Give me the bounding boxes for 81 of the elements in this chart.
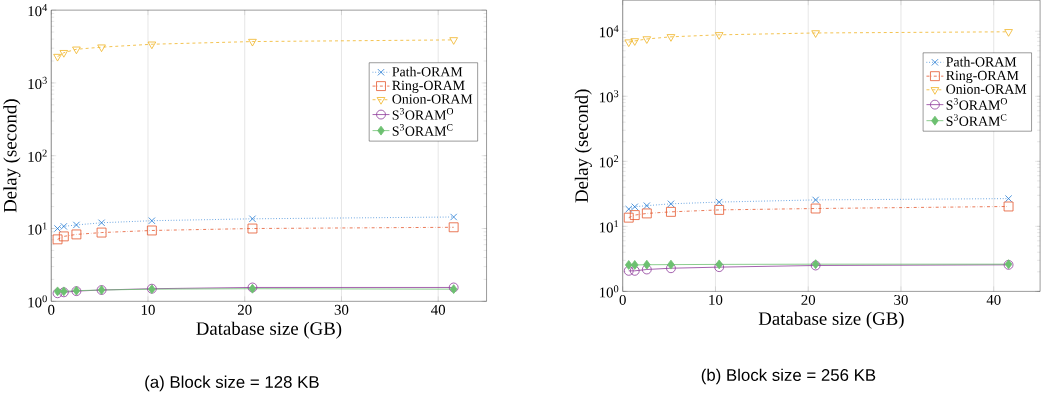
x-tick-label: 0 xyxy=(619,295,626,306)
point xyxy=(59,50,69,58)
point xyxy=(623,266,634,276)
point xyxy=(147,41,157,50)
point xyxy=(624,39,634,48)
point xyxy=(811,30,820,39)
point xyxy=(667,259,675,270)
x-axis-title: Database size (GB) xyxy=(758,311,904,329)
point xyxy=(450,213,458,221)
point xyxy=(715,198,723,206)
legend-label: Path-ORAM xyxy=(946,56,1017,67)
point xyxy=(1005,195,1013,203)
point xyxy=(666,207,676,217)
point xyxy=(71,229,82,240)
point xyxy=(58,231,69,242)
point xyxy=(631,260,639,270)
legend-label: Ring-ORAM xyxy=(946,71,1019,84)
legend-label: Path-ORAM xyxy=(392,66,463,77)
y-tick-label: 10$^{2}$ xyxy=(28,149,47,162)
legend-label: S$^{3}$ORAM$^{O}$ xyxy=(392,108,454,120)
x-tick-label: 30 xyxy=(894,295,908,306)
y-tick-label: 10$^{1}$ xyxy=(599,220,619,233)
point xyxy=(641,264,652,275)
y-tick-label: 10$^{3}$ xyxy=(28,77,47,90)
point xyxy=(146,225,157,236)
text: (a) Block size = 128 KB xyxy=(145,375,319,392)
x-tick-label: 20 xyxy=(801,295,816,306)
point xyxy=(630,38,640,46)
point xyxy=(97,44,106,53)
point xyxy=(643,202,651,210)
legend-label: S$^{3}$ORAM$^{O}$ xyxy=(946,98,1008,110)
x-tick-label: 40 xyxy=(431,304,446,316)
point xyxy=(248,215,257,223)
y-axis-title: Delay (second) xyxy=(574,89,592,203)
point xyxy=(667,200,675,208)
point xyxy=(148,217,156,225)
point xyxy=(623,212,634,223)
point xyxy=(72,46,81,55)
x-axis-title: Database size (GB) xyxy=(196,321,342,339)
legend-label: S$^{3}$ORAM$^{C}$ xyxy=(946,114,1007,127)
point xyxy=(642,36,652,45)
point xyxy=(1004,29,1013,37)
x-tick-label: 10 xyxy=(141,304,155,316)
x-tick-label: 10 xyxy=(709,295,723,306)
y-tick-label: 10$^{0}$ xyxy=(28,295,47,308)
y-tick-label: 10$^{4}$ xyxy=(28,4,48,17)
point xyxy=(714,32,724,40)
point xyxy=(643,260,651,270)
point xyxy=(72,221,80,229)
legend-label: Onion-ORAM xyxy=(946,84,1027,94)
point xyxy=(666,34,676,42)
y-tick-label: 10$^{1}$ xyxy=(28,222,47,235)
y-tick-label: 10$^{3}$ xyxy=(599,90,619,103)
x-tick-label: 0 xyxy=(48,304,55,316)
point xyxy=(812,196,820,204)
point xyxy=(629,210,640,221)
point xyxy=(624,260,633,270)
point xyxy=(448,222,459,233)
y-axis-title: Delay (second) xyxy=(3,99,21,213)
point xyxy=(629,266,640,276)
point xyxy=(449,37,458,45)
point xyxy=(96,227,107,238)
point xyxy=(52,234,63,245)
x-tick-label: 20 xyxy=(237,304,252,316)
x-tick-label: 30 xyxy=(334,304,349,316)
point xyxy=(247,223,258,234)
point xyxy=(98,219,106,227)
legend-label: S$^{3}$ORAM$^{C}$ xyxy=(392,124,453,136)
y-tick-label: 10$^{0}$ xyxy=(599,285,619,298)
point xyxy=(714,205,725,215)
point xyxy=(641,208,652,219)
text: (b) Block size = 256 KB xyxy=(701,368,876,385)
point xyxy=(53,54,62,62)
y-tick-label: 10$^{2}$ xyxy=(599,155,619,168)
point xyxy=(248,39,257,47)
legend-label: Ring-ORAM xyxy=(392,80,465,94)
x-tick-label: 40 xyxy=(986,295,1001,306)
point xyxy=(810,203,821,214)
y-tick-label: 10$^{4}$ xyxy=(599,25,619,38)
point xyxy=(1003,201,1014,212)
legend-label: Onion-ORAM xyxy=(392,94,473,104)
